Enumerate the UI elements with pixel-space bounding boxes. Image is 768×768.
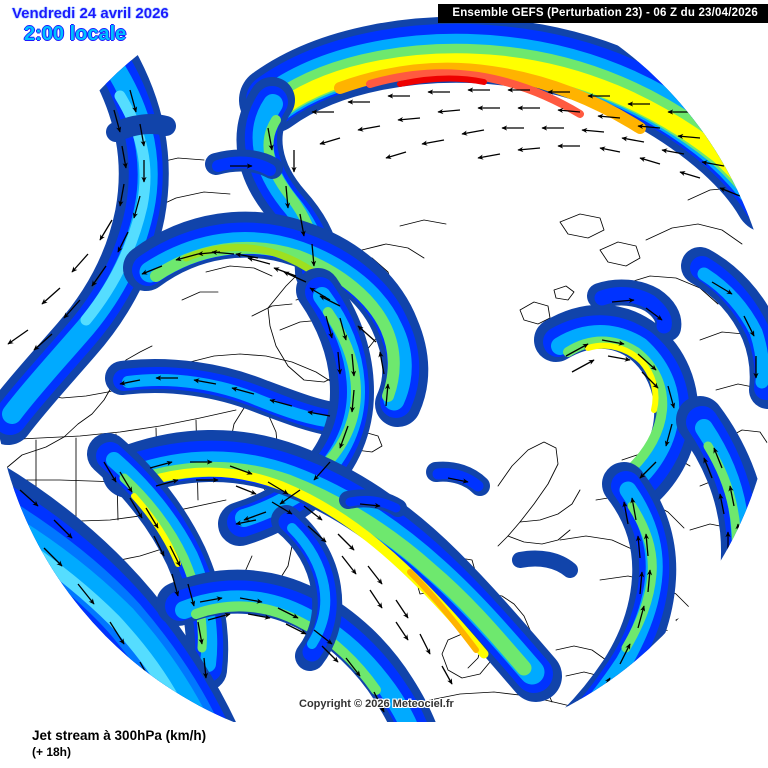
footer-bar: Jet stream à 300hPa (km/h) (+ 18h) 50607…: [0, 722, 768, 768]
parameter-label-block: Jet stream à 300hPa (km/h) (+ 18h): [32, 728, 206, 759]
jet-band-ural-south: [556, 462, 677, 722]
jet-band-canada-south: [105, 359, 357, 437]
jet-band-canada: [123, 211, 429, 427]
jet-patch-arctic: [106, 114, 682, 578]
jet-stream-layer: [0, 16, 768, 722]
model-run-text: Ensemble GEFS (Perturbation 23) - 06 Z d…: [452, 7, 758, 19]
jet-band-ural: [534, 304, 699, 514]
model-run-banner: Ensemble GEFS (Perturbation 23) - 06 Z d…: [438, 4, 768, 23]
jet-band-atlantic-southwest: [87, 433, 229, 691]
jet-patch-south: [583, 694, 687, 722]
parameter-title: Jet stream à 300hPa (km/h): [32, 728, 207, 743]
polar-projection-map: [0, 16, 768, 722]
jet-band-kamchatka: [681, 247, 768, 409]
jet-band-central-atlantic: [156, 569, 442, 722]
map-canvas[interactable]: Vendredi 24 avril 2026 2:00 locale Ensem…: [0, 0, 768, 722]
jet-band-east-asia: [656, 396, 768, 722]
lead-time-label: (+ 18h): [32, 745, 72, 759]
